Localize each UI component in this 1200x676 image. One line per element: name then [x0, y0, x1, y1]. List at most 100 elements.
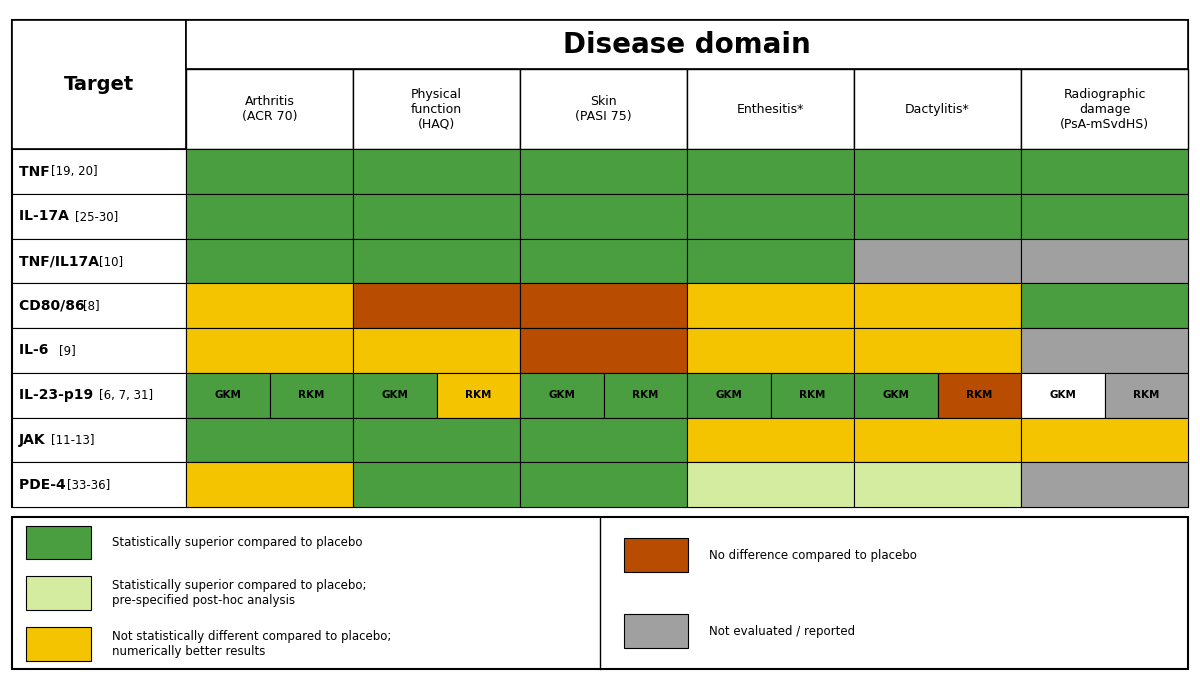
Text: [25-30]: [25-30]	[76, 210, 119, 223]
Bar	[270, 373, 353, 418]
Bar	[1021, 418, 1188, 462]
Text: RKM: RKM	[1133, 390, 1159, 400]
Bar	[1021, 373, 1104, 418]
Bar	[854, 418, 1021, 462]
Bar	[12, 20, 186, 149]
Bar	[12, 194, 186, 239]
Bar	[353, 328, 520, 373]
Text: IL-23-p19: IL-23-p19	[19, 388, 98, 402]
Bar	[353, 283, 520, 328]
Bar	[1021, 462, 1188, 507]
Text: Statistically superior compared to placebo;
pre-specified post-hoc analysis: Statistically superior compared to place…	[112, 579, 366, 607]
Bar	[186, 373, 270, 418]
Text: Arthritis
(ACR 70): Arthritis (ACR 70)	[241, 95, 298, 123]
Bar	[854, 328, 1021, 373]
Bar	[854, 69, 1021, 149]
Bar	[624, 538, 689, 572]
Bar	[186, 283, 353, 328]
Bar	[26, 526, 91, 559]
Bar	[1021, 283, 1188, 328]
Text: Not evaluated / reported: Not evaluated / reported	[709, 625, 856, 637]
Text: Disease domain: Disease domain	[563, 30, 811, 59]
Text: [10]: [10]	[100, 255, 124, 268]
Bar	[186, 462, 353, 507]
Bar	[688, 418, 854, 462]
Text: Radiographic
damage
(PsA-mSvdHS): Radiographic damage (PsA-mSvdHS)	[1060, 88, 1150, 130]
Text: [6, 7, 31]: [6, 7, 31]	[100, 389, 154, 402]
Bar	[12, 239, 186, 283]
Bar	[1021, 149, 1188, 194]
Bar	[520, 418, 688, 462]
Bar	[520, 194, 688, 239]
Bar	[1021, 194, 1188, 239]
Text: [19, 20]: [19, 20]	[52, 165, 97, 178]
Bar	[353, 418, 520, 462]
Bar	[688, 149, 854, 194]
Bar	[1021, 328, 1188, 373]
Text: Dactylitis*: Dactylitis*	[905, 103, 970, 116]
Bar	[854, 373, 937, 418]
Bar	[520, 69, 688, 149]
Text: TNF: TNF	[19, 165, 55, 178]
Text: [11-13]: [11-13]	[52, 433, 95, 446]
Text: Physical
function
(HAQ): Physical function (HAQ)	[410, 88, 462, 130]
Bar	[1021, 239, 1188, 283]
Bar	[520, 239, 688, 283]
Bar	[12, 328, 186, 373]
Text: GKM: GKM	[715, 390, 743, 400]
Bar	[1104, 373, 1188, 418]
Text: [9]: [9]	[59, 344, 76, 357]
Bar	[186, 239, 353, 283]
Bar	[1021, 69, 1188, 149]
Bar	[26, 627, 91, 660]
Bar	[437, 373, 520, 418]
Text: RKM: RKM	[966, 390, 992, 400]
Bar	[353, 462, 520, 507]
Bar	[353, 239, 520, 283]
Text: JAK: JAK	[19, 433, 50, 447]
Text: GKM: GKM	[382, 390, 408, 400]
Bar	[520, 462, 688, 507]
Bar	[688, 239, 854, 283]
Text: GKM: GKM	[1049, 390, 1076, 400]
Bar	[520, 149, 688, 194]
Bar	[688, 69, 854, 149]
Text: Target: Target	[64, 75, 134, 94]
Bar	[624, 614, 689, 648]
Text: IL-17A: IL-17A	[19, 210, 74, 223]
Bar	[854, 239, 1021, 283]
Bar	[688, 194, 854, 239]
Text: [8]: [8]	[83, 299, 100, 312]
Bar	[854, 283, 1021, 328]
Text: TNF/IL17A: TNF/IL17A	[19, 254, 104, 268]
Bar	[186, 418, 353, 462]
Bar	[353, 194, 520, 239]
Bar	[520, 283, 688, 328]
Bar	[520, 373, 604, 418]
Text: CD80/86: CD80/86	[19, 299, 90, 313]
Text: RKM: RKM	[799, 390, 826, 400]
Bar	[26, 577, 91, 610]
Bar	[854, 149, 1021, 194]
Bar	[12, 149, 186, 194]
Text: No difference compared to placebo: No difference compared to placebo	[709, 549, 917, 562]
Bar	[688, 283, 854, 328]
Bar	[12, 283, 186, 328]
Bar	[688, 373, 770, 418]
Bar	[854, 194, 1021, 239]
Text: Enthesitis*: Enthesitis*	[737, 103, 804, 116]
Bar	[854, 462, 1021, 507]
Bar	[186, 149, 353, 194]
Bar	[770, 373, 854, 418]
Text: Skin
(PASI 75): Skin (PASI 75)	[575, 95, 632, 123]
Text: GKM: GKM	[215, 390, 241, 400]
Text: IL-6: IL-6	[19, 343, 53, 358]
Bar	[688, 462, 854, 507]
Bar	[937, 373, 1021, 418]
Bar	[604, 373, 688, 418]
Text: Not statistically different compared to placebo;
numerically better results: Not statistically different compared to …	[112, 630, 391, 658]
Text: RKM: RKM	[298, 390, 324, 400]
Bar	[186, 328, 353, 373]
Bar	[186, 69, 353, 149]
Text: PDE-4: PDE-4	[19, 478, 71, 491]
